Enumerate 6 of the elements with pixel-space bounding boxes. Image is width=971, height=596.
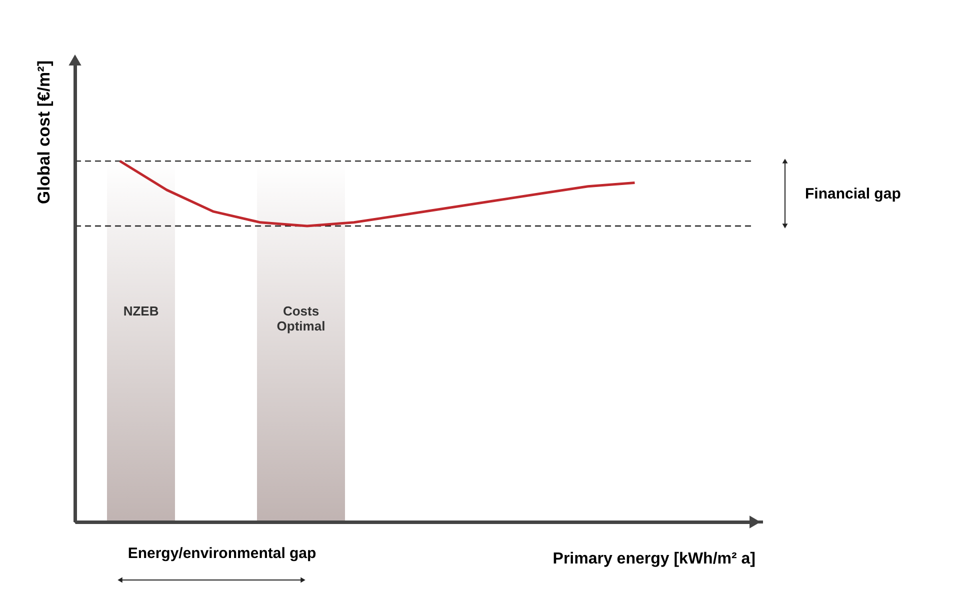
x-axis-title: Primary energy [kWh/m² a] <box>552 550 756 568</box>
y-axis-title: Global cost [€/m²] <box>34 60 54 204</box>
text: Energy/environmental gap <box>128 545 316 562</box>
text: Financial gap <box>805 186 901 203</box>
annotation: NZEB <box>123 303 159 318</box>
annotation: Costs Optimal <box>276 303 326 334</box>
